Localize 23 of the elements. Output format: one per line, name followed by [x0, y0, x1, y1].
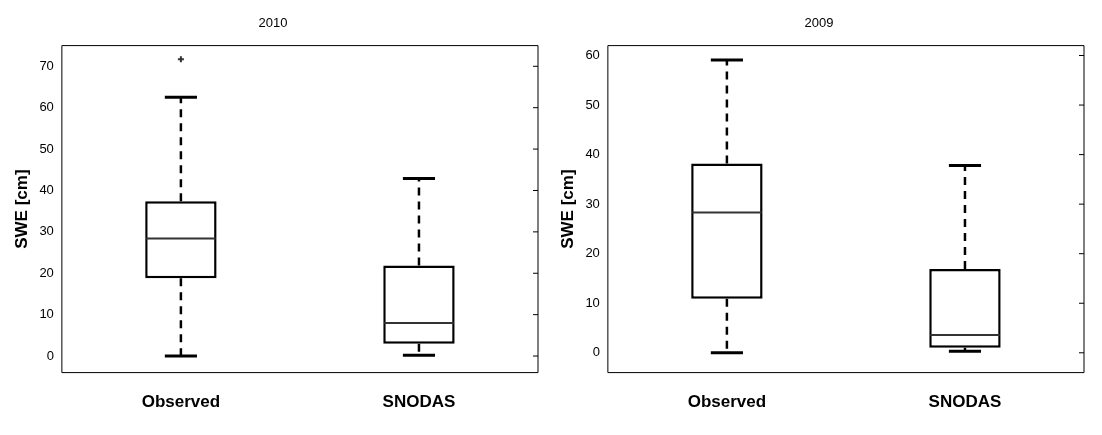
y-tick-label: 50: [39, 140, 54, 156]
y-tick-label: 0: [592, 344, 600, 360]
y-tick-label: 60: [39, 99, 54, 115]
x-tick-label: SNODAS: [382, 392, 456, 412]
y-axis-title: SWE [cm]: [11, 169, 31, 249]
y-tick-label: 50: [585, 96, 600, 112]
y-tick-label: 20: [39, 264, 54, 280]
chart-title: 2010: [258, 15, 288, 31]
y-tick-label: 40: [39, 182, 54, 198]
y-tick-label: 70: [39, 57, 54, 73]
x-tick-label: Observed: [141, 392, 221, 412]
chart-title: 2009: [804, 15, 834, 31]
x-tick-label: SNODAS: [928, 392, 1002, 412]
y-tick-label: 40: [585, 146, 600, 162]
y-tick-label: 10: [39, 306, 54, 322]
y-tick-label: 60: [585, 47, 600, 63]
y-tick-label: 10: [585, 294, 600, 310]
y-tick-label: 30: [39, 223, 54, 239]
y-tick-label: 20: [585, 245, 600, 261]
y-tick-label: 30: [585, 195, 600, 211]
y-axis-title: SWE [cm]: [557, 169, 577, 249]
y-tick-label: 0: [46, 347, 54, 363]
x-tick-label: Observed: [687, 392, 767, 412]
